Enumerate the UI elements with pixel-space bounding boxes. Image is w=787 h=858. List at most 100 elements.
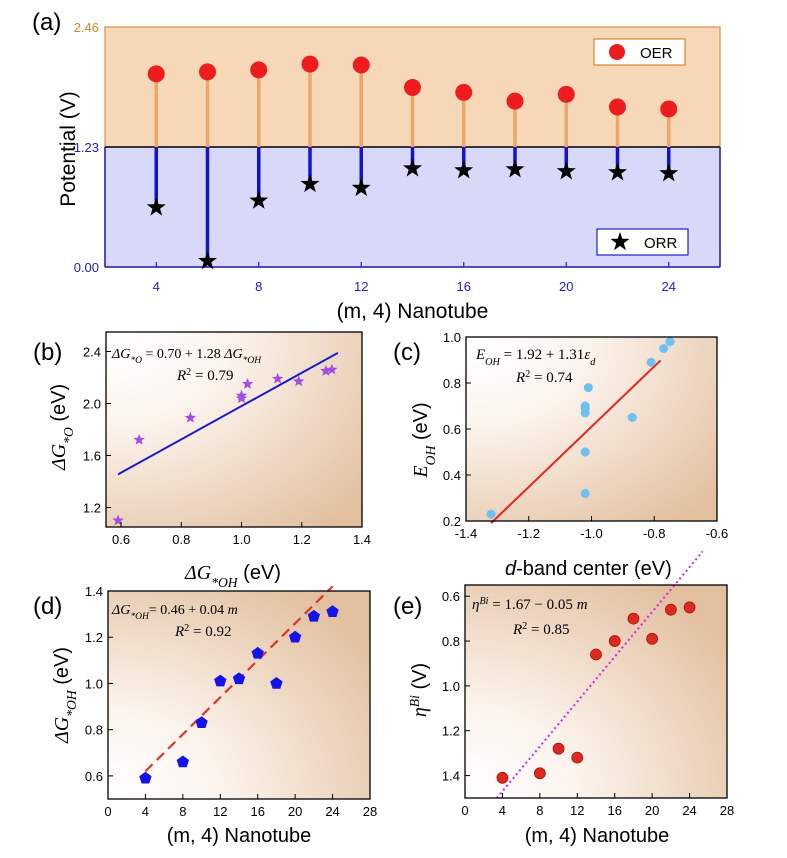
r-squared-symbol: R [515,370,525,386]
y-title-sub: *O [61,427,76,444]
oer-marker [455,83,473,101]
x-tick-label: 4 [153,279,160,294]
r-squared: R2 = 0.92 [174,623,231,641]
y-tick-label: 1.4 [85,584,103,599]
equation-symbol: η [472,597,479,613]
x-tick-label: -1.4 [455,526,477,541]
legend-orr-marker [610,232,630,251]
r-squared: R2 = 0.74 [515,369,573,387]
data-point [326,363,338,375]
data-point [293,375,305,387]
equation-subscript: *O [130,356,142,366]
data-point [235,389,248,401]
y-axis-title: ηBi (V) [407,663,432,717]
equation-variable: m [577,597,588,613]
x-tick-label: -1.0 [580,526,602,541]
equation-symbol: ΔG [111,347,130,362]
data-point [251,646,264,659]
x-tick-label: 0 [104,804,111,819]
data-point [486,509,496,519]
x-tick-label: 8 [255,279,262,294]
equation-body: = 1.92 + 1.31 [500,347,584,363]
axes-frame [105,331,363,528]
y-tick-label: 0.4 [443,468,461,483]
x-tick-label: 12 [213,804,227,819]
r-squared-symbol: R [174,624,184,640]
x-tick-label: 1.4 [353,532,371,547]
plot-background [108,591,370,799]
equation-subscript: d [590,357,596,368]
plot-background [466,337,717,521]
r-squared-exponent: 2 [525,369,530,380]
equation-subscript: *OH [243,356,263,366]
data-point [571,751,584,764]
panel-label: (d) [33,593,62,620]
x-tick-label: 0.6 [112,532,130,547]
orr-marker [197,251,218,270]
x-tick-label: 0 [461,803,468,818]
x-tick-label: 8 [536,803,543,818]
x-tick-label: -0.6 [706,526,728,541]
y-tick-label: 1.2 [442,724,460,739]
legend-orr: ORR [596,228,689,256]
data-point [214,674,227,687]
y-tick-label: 1.6 [83,449,101,464]
data-point [665,337,675,347]
data-point [580,403,590,413]
x-title-main: ΔG [184,562,212,584]
y-tick-label: 0.6 [443,422,461,437]
data-point [683,601,696,614]
x-tick-label: 24 [662,279,676,294]
x-tick-label: 24 [325,804,339,819]
x-tick-label: 20 [559,279,573,294]
x-axis-title: ΔG*OH (eV) [184,562,281,590]
axes-frame [107,590,371,800]
orr-marker [402,158,423,177]
x-tick-label: -1.2 [518,526,540,541]
y-tick-label: 0.8 [85,723,103,738]
plot-background [465,585,727,798]
orr-marker [351,177,371,197]
data-point [552,742,565,755]
panel-label: (e) [393,593,422,620]
equation-superscript: Bi [479,596,488,607]
x-tick-label: 12 [570,803,584,818]
x-tick-label: 28 [363,804,377,819]
r-squared: R2 = 0.79 [176,367,233,385]
x-tick-label: 4 [499,803,506,818]
y-tick-label: 0.6 [442,589,460,604]
r-squared-value: = 0.79 [191,368,233,384]
data-point [241,378,254,389]
y-title-sup: Bi [407,695,422,707]
oer-marker [301,55,319,73]
fit-equation: ΔG*OH= 0.46 + 0.04 m [111,603,238,622]
data-point [627,413,637,422]
fit-equation: ΔG*O = 0.70 + 1.28 ΔG*OH [111,347,262,366]
y-tick-label: 0.8 [443,376,461,391]
equation-subscript: OH [485,357,500,368]
oer-marker [506,92,524,110]
y-tick-label: 1.2 [85,630,103,645]
y-tick-label: 1.0 [443,330,461,345]
y-axis-title: EOH (eV) [410,402,438,478]
x-tick-label: 24 [682,803,696,818]
y-title-sub: *OH [64,689,79,717]
data-point [627,612,640,625]
legend-oer-label: OER [640,45,673,62]
y-tick-label: 1.23 [74,140,99,155]
x-title-unit: (eV) [238,562,281,584]
data-point [288,630,302,643]
equation-symbol: ΔG [111,603,130,618]
panel-label: (c) [393,339,421,366]
fit-line [490,359,662,524]
y-axis-title: ΔG*O (eV) [48,384,76,471]
y-title-sub: OH [423,445,438,466]
data-point [271,372,284,384]
y-axis-title: ΔG*OH (eV) [51,647,79,744]
r-squared-value: = 0.74 [530,370,573,386]
y-tick-label: 0.8 [442,634,460,649]
y-title-unit: (eV) [48,384,70,427]
y-tick-label: 1.0 [442,679,460,694]
oer-marker [660,100,678,118]
